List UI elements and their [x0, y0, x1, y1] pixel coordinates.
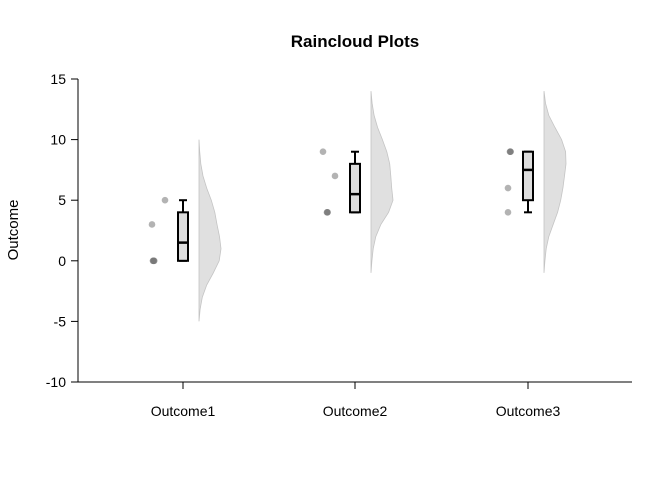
y-tick-label: 15 — [50, 71, 66, 87]
chart-title: Raincloud Plots — [291, 32, 419, 51]
y-tick-label: 10 — [50, 132, 66, 148]
density-cloud — [370, 91, 394, 273]
x-tick-label: Outcome2 — [323, 403, 388, 419]
y-tick-label: 5 — [58, 192, 66, 208]
data-point — [319, 148, 327, 156]
x-tick-label: Outcome3 — [496, 403, 561, 419]
data-point — [324, 209, 331, 216]
data-point — [161, 196, 169, 204]
y-tick-label: -5 — [54, 313, 67, 329]
box — [349, 162, 361, 214]
box — [177, 211, 189, 262]
y-axis-label: Outcome — [5, 200, 22, 261]
data-point — [504, 184, 512, 192]
data-point — [331, 172, 339, 180]
density-cloud — [198, 139, 222, 322]
y-tick-label: -10 — [46, 374, 66, 390]
box — [522, 150, 534, 202]
data-point — [507, 148, 514, 156]
x-tick-label: Outcome1 — [151, 403, 216, 419]
y-tick-label: 0 — [58, 253, 66, 269]
data-point — [148, 221, 156, 228]
density-cloud — [543, 91, 567, 273]
plot-area: -10 -5 0 5 10 15 Outcome1 Outcome2 Outcome3 — [46, 71, 632, 419]
data-point — [504, 209, 512, 216]
data-point — [150, 257, 158, 265]
